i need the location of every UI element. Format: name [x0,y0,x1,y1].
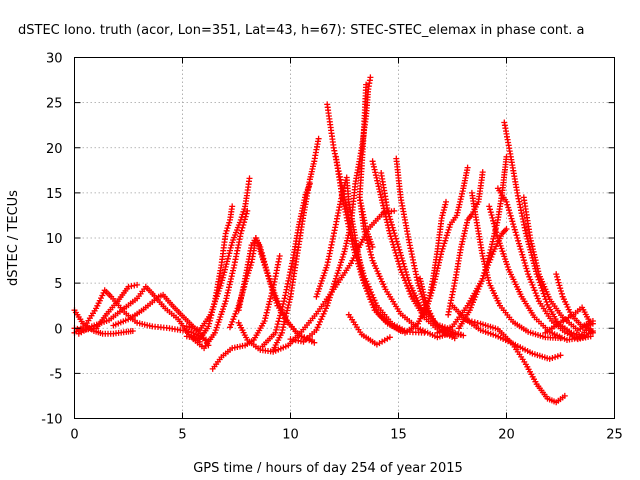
plus-markers [542,304,594,336]
plus-markers [417,275,465,338]
y-tick-label: 0 [54,322,62,337]
data-arc [468,189,564,342]
x-axis-label: GPS time / hours of day 254 of year 2015 [193,461,463,476]
data-arc [345,311,393,348]
grid-lines [74,57,615,419]
y-tick-label: 5 [54,277,62,292]
data-arc [332,153,406,334]
y-tick-label: 20 [46,142,63,157]
plus-markers [356,194,376,250]
data-arc [259,180,313,350]
x-tick-label: 10 [282,428,299,443]
y-tick-label: -10 [41,413,62,428]
data-arc [356,194,376,250]
plus-markers [445,169,486,318]
plus-markers [460,316,568,406]
y-tick-label: -5 [50,367,63,382]
plus-markers [259,180,313,350]
data-arc [576,325,596,340]
data-arc [445,169,486,318]
x-tick-label: 25 [606,428,623,443]
data-marks [71,74,596,406]
plus-markers [75,283,203,345]
plus-markers [468,189,564,342]
x-tick-label: 5 [178,428,186,443]
plus-markers [183,175,253,334]
plus-markers [520,194,596,334]
data-arc [110,291,212,349]
data-arc [75,283,203,345]
axis-ticks: 0 5 10 15 20 25 -10 -5 0 5 10 15 20 25 30 [41,52,623,443]
data-arc [417,275,465,338]
plus-markers [110,291,212,349]
y-tick-label: 10 [46,232,63,247]
data-arc [542,304,594,336]
plus-markers [190,207,251,352]
y-tick-label: 25 [46,97,63,112]
data-arc [520,194,596,334]
y-tick-label: 30 [46,52,63,67]
plus-markers [576,325,596,340]
data-arc [190,207,251,352]
data-arc [421,164,471,318]
chart-title: dSTEC Iono. truth (acor, Lon=351, Lat=43… [18,23,584,38]
y-tick-label: 15 [46,187,63,202]
x-tick-label: 15 [390,428,407,443]
x-tick-label: 0 [70,428,78,443]
plus-markers [345,311,393,348]
x-tick-label: 20 [498,428,515,443]
plus-markers [421,164,471,318]
plus-markers [332,153,406,334]
data-arc [460,316,568,406]
data-arc [183,175,253,334]
y-axis-label: dSTEC / TECUs [6,190,21,286]
